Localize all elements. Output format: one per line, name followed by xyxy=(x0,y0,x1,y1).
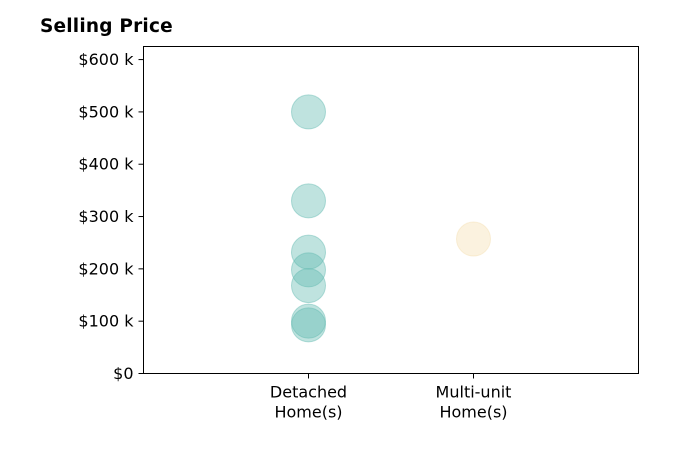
data-point xyxy=(291,268,326,304)
x-axis: Detached Home(s) Multi-unit Home(s) xyxy=(270,373,512,422)
x-tick-label: Detached Home(s) xyxy=(270,383,347,422)
data-point xyxy=(291,183,326,219)
y-tick-label: $500 k xyxy=(78,102,134,121)
data-points xyxy=(291,94,491,343)
data-point xyxy=(291,307,326,343)
data-point xyxy=(291,303,326,339)
y-tick-label: $600 k xyxy=(78,50,134,69)
chart-title: Selling Price xyxy=(40,16,173,37)
plot-area-frame xyxy=(143,46,639,374)
data-point xyxy=(291,234,326,270)
y-tick-label: $400 k xyxy=(78,155,134,174)
data-point xyxy=(291,94,326,130)
y-tick-label: $0 xyxy=(113,364,133,383)
data-point xyxy=(456,221,491,257)
x-tick-label: Multi-unit Home(s) xyxy=(436,383,512,422)
y-tick-label: $100 k xyxy=(78,312,134,331)
data-point xyxy=(291,252,326,288)
y-axis: $0 $100 k $200 k $300 k $400 k $500 k $600 k xyxy=(78,50,144,383)
y-tick-label: $200 k xyxy=(78,259,134,278)
y-tick-label: $300 k xyxy=(78,207,134,226)
